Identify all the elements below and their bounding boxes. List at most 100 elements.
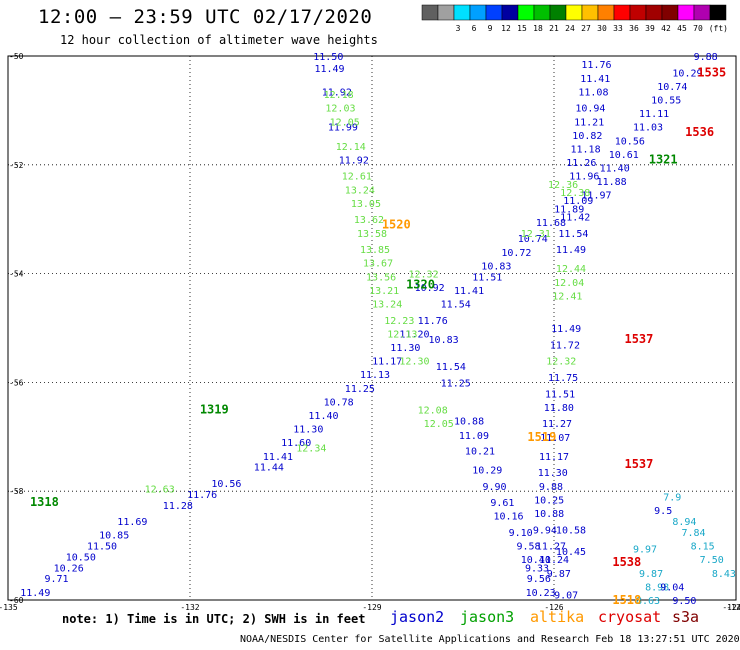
wave-height-label: 13.24 bbox=[372, 300, 402, 311]
wave-height-label: 11.44 bbox=[254, 463, 284, 474]
wave-height-label: 13.56 bbox=[366, 272, 396, 283]
wave-height-label: 12.44 bbox=[556, 264, 586, 275]
wave-height-label: 12.03 bbox=[325, 104, 355, 115]
wave-height-label: 10.40 bbox=[521, 555, 551, 566]
colorbar-swatch bbox=[517, 4, 535, 21]
colorbar-swatch bbox=[677, 4, 695, 21]
colorbar-tick-label: 39 bbox=[645, 24, 655, 33]
wave-height-label: 10.50 bbox=[66, 552, 96, 563]
wave-height-label: 9.04 bbox=[660, 582, 684, 593]
x-tick-label: -123 bbox=[726, 603, 740, 612]
wave-height-label: 12.05 bbox=[330, 117, 360, 128]
colorbar-swatch bbox=[549, 4, 567, 21]
pass-number-label: 1320 bbox=[406, 277, 435, 291]
wave-height-label: 12.30 bbox=[399, 357, 429, 368]
chart-subtitle: 12 hour collection of altimeter wave hei… bbox=[60, 33, 378, 47]
wave-height-label: 11.69 bbox=[117, 517, 147, 528]
x-tick-label: -132 bbox=[180, 603, 199, 612]
colorbar-tick-label: 24 bbox=[565, 24, 575, 33]
colorbar-swatch bbox=[501, 4, 519, 21]
wave-height-label: 12.32 bbox=[546, 357, 576, 368]
wave-height-label: 9.90 bbox=[482, 482, 506, 493]
wave-height-label: 11.60 bbox=[281, 438, 311, 449]
wave-height-label: 13.62 bbox=[354, 215, 384, 226]
wave-height-label: 12.14 bbox=[336, 142, 366, 153]
wave-height-label: 11.92 bbox=[339, 155, 369, 166]
wave-height-label: 11.09 bbox=[563, 196, 593, 207]
wave-height-label: 10.25 bbox=[534, 495, 564, 506]
wave-height-label: 11.49 bbox=[314, 64, 344, 75]
pass-number-label: 1538 bbox=[612, 555, 641, 569]
wave-height-label: 10.85 bbox=[99, 531, 129, 542]
colorbar-tick-label: 70 bbox=[693, 24, 703, 33]
wave-height-label: 11.49 bbox=[556, 245, 586, 256]
colorbar-tick-label: 6 bbox=[472, 24, 477, 33]
colorbar-tick-label: 33 bbox=[613, 24, 623, 33]
wave-height-label: 11.49 bbox=[20, 588, 50, 599]
wave-height-label: 12.36 bbox=[548, 180, 578, 191]
wave-height-label: 11.42 bbox=[560, 212, 590, 223]
colorbar-swatch bbox=[645, 4, 663, 21]
pass-number-label: 1537 bbox=[624, 457, 653, 471]
mission-altika: altika bbox=[530, 608, 585, 626]
wave-height-label: 9.10 bbox=[509, 528, 533, 539]
colorbar-tick-label: 18 bbox=[533, 24, 543, 33]
wave-height-label: 11.76 bbox=[187, 490, 217, 501]
wave-height-label: 10.61 bbox=[609, 150, 639, 161]
wave-height-label: 9.33 bbox=[525, 563, 549, 574]
wave-height-label: 13.21 bbox=[369, 286, 399, 297]
x-tick-label: -124 bbox=[722, 603, 740, 612]
colorbar-tick-label: 15 bbox=[517, 24, 527, 33]
wave-height-label: 10.83 bbox=[481, 261, 511, 272]
wave-height-label: 7.9 bbox=[663, 493, 681, 504]
wave-height-label: 9.56 bbox=[527, 574, 551, 585]
wave-height-label: 11.24 bbox=[539, 555, 569, 566]
wave-height-label: 11.50 bbox=[87, 542, 117, 553]
wave-height-label: 11.80 bbox=[544, 403, 574, 414]
wave-height-label: 13.85 bbox=[360, 245, 390, 256]
wave-height-label: 12.34 bbox=[296, 444, 326, 455]
wave-height-label: 10.88 bbox=[534, 509, 564, 520]
wave-height-label: 10.74 bbox=[657, 82, 687, 93]
wave-height-label: 10.29 bbox=[672, 68, 702, 79]
wave-height-label: 11.41 bbox=[263, 452, 293, 463]
wave-height-label: 12.61 bbox=[342, 172, 372, 183]
wave-height-label: 11.50 bbox=[313, 52, 343, 63]
footer-note: note: 1) Time is in UTC; 2) SWH is in fe… bbox=[62, 612, 366, 626]
wave-height-label: 11.54 bbox=[558, 229, 588, 240]
wave-height-label: 9.5 bbox=[654, 506, 672, 517]
wave-height-label: 11.26 bbox=[566, 158, 596, 169]
wave-height-label: 11.25 bbox=[345, 384, 375, 395]
colorbar-swatch bbox=[581, 4, 599, 21]
wave-height-label: 10.92 bbox=[415, 283, 445, 294]
wave-height-label: 13.58 bbox=[357, 229, 387, 240]
mission-jason2: jason2 bbox=[390, 608, 445, 626]
wave-height-label: 8.15 bbox=[691, 542, 715, 553]
wave-height-label: 11.07 bbox=[540, 433, 570, 444]
wave-height-label: 11.17 bbox=[539, 452, 569, 463]
wave-height-label: 10.82 bbox=[572, 131, 602, 142]
chart-grid bbox=[7, 55, 737, 601]
wave-height-label: 9.94 bbox=[533, 525, 557, 536]
wave-height-label: 11.40 bbox=[600, 164, 630, 175]
pass-number-label: 1318 bbox=[30, 495, 59, 509]
y-tick-label: -50 bbox=[9, 52, 24, 61]
wave-height-label: 10.16 bbox=[493, 512, 523, 523]
data-points: 11.5011.4911.9211.9911.9210.9210.8311.54… bbox=[20, 52, 736, 607]
wave-height-label: 11.08 bbox=[578, 87, 608, 98]
colorbar-tick-label: 3 bbox=[456, 24, 461, 33]
wave-height-label: 10.72 bbox=[501, 248, 531, 259]
wave-height-label: 10.55 bbox=[651, 96, 681, 107]
wave-height-label: 13.67 bbox=[363, 259, 393, 270]
pass-number-label: 1537 bbox=[624, 332, 653, 346]
wave-height-label: 11.41 bbox=[580, 74, 610, 85]
wave-height-label: 11.21 bbox=[574, 117, 604, 128]
wave-height-label: 9.88 bbox=[539, 482, 563, 493]
wave-height-label: 10.45 bbox=[556, 547, 586, 558]
y-tick-label: -52 bbox=[9, 161, 24, 170]
x-tick-label: -126 bbox=[544, 603, 563, 612]
colorbar-tick-label: 12 bbox=[501, 24, 511, 33]
colorbar-swatch bbox=[597, 4, 615, 21]
wave-height-label: 11.76 bbox=[581, 60, 611, 71]
wave-height-label: 11.92 bbox=[322, 87, 352, 98]
